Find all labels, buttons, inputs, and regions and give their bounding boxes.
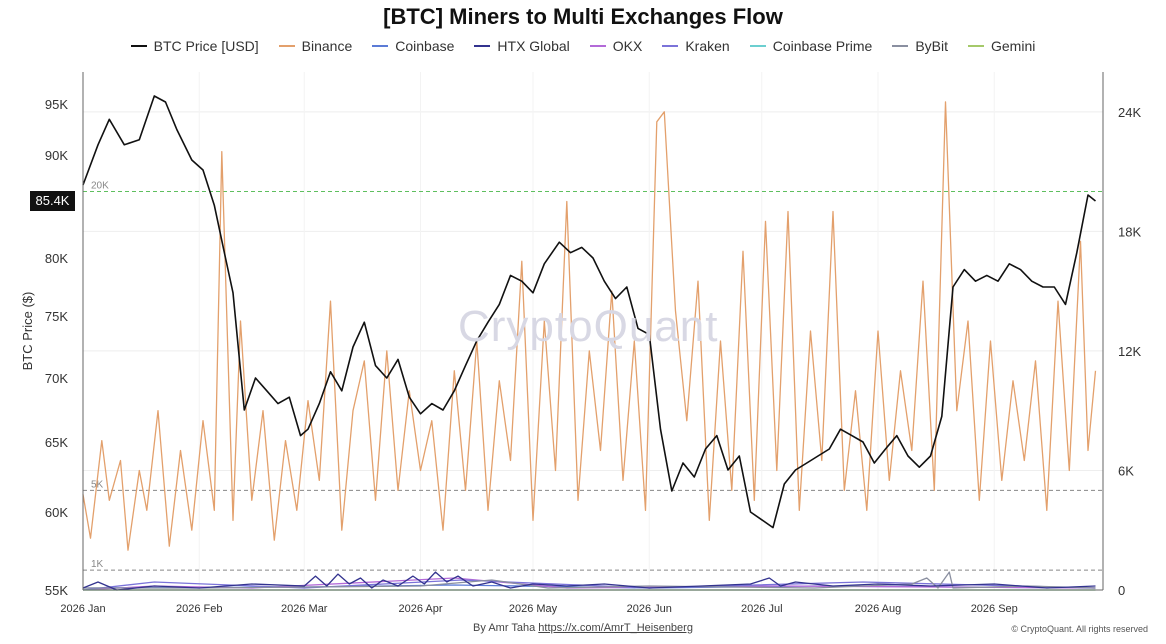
y-right-tick-label: 12K (1118, 344, 1141, 359)
x-tick-label: 2026 Jan (60, 603, 105, 615)
y-axis-title: BTC Price ($) (20, 292, 35, 371)
legend-label: Kraken (685, 38, 730, 54)
y-right-tick-label: 18K (1118, 224, 1141, 239)
byline-link[interactable]: https://x.com/AmrT_Heisenberg (538, 622, 693, 634)
x-tick-label: 2026 Mar (281, 603, 328, 615)
series-line-kraken (82, 579, 1096, 591)
watermark: CryptoQuant (458, 302, 719, 351)
x-tick-label: 2026 Sep (971, 603, 1018, 615)
legend-label: BTC Price [USD] (153, 38, 259, 54)
y-left-tick-label: 80K (45, 251, 68, 266)
x-tick-label: 2026 Jul (741, 603, 783, 615)
series-line-binance (82, 101, 1097, 551)
byline: By Amr Taha https://x.com/AmrT_Heisenber… (0, 622, 1166, 634)
legend-swatch (372, 45, 389, 47)
x-tick-label: 2026 Jun (627, 603, 672, 615)
legend-item[interactable]: ByBit (892, 38, 948, 54)
reference-label: 1K (91, 559, 104, 570)
legend-item[interactable]: Coinbase (372, 38, 454, 54)
legend: BTC Price [USD] Binance Coinbase HTX Global… (0, 38, 1166, 54)
legend-item[interactable]: Gemini (968, 38, 1035, 54)
legend-label: HTX Global (497, 38, 570, 54)
y-left-tick-label: 65K (45, 435, 68, 450)
legend-swatch (474, 45, 491, 47)
legend-item[interactable]: Kraken (662, 38, 730, 54)
legend-item[interactable]: HTX Global (474, 38, 570, 54)
chart-title: [BTC] Miners to Multi Exchanges Flow (383, 4, 783, 29)
x-tick-label: 2026 Apr (398, 603, 442, 615)
copyright: © CryptoQuant. All rights reserved (1011, 624, 1148, 634)
y-right-tick-label: 6K (1118, 463, 1134, 478)
y-left-tick-label: 60K (45, 505, 68, 520)
x-tick-label: 2026 Aug (855, 603, 902, 615)
legend-label: Coinbase Prime (772, 38, 873, 54)
legend-item[interactable]: BTC Price [USD] (130, 38, 259, 54)
y-left-tick-label: 90K (45, 148, 68, 163)
series-line-htx-global (82, 571, 1096, 591)
x-tick-label: 2026 Feb (176, 603, 222, 615)
y-left-tick-label: 55K (45, 583, 68, 598)
y-right-tick-label: 24K (1118, 105, 1141, 120)
legend-swatch (589, 45, 606, 47)
legend-label: ByBit (915, 38, 948, 54)
legend-label: Binance (301, 38, 353, 54)
y-left-tick-label: 75K (45, 309, 68, 324)
legend-label: Gemini (991, 38, 1036, 54)
reference-label: 20K (91, 181, 109, 192)
legend-item[interactable]: OKX (589, 38, 643, 54)
current-price-label: 85.4K (30, 191, 75, 211)
axes: 55K 60K 65K 70K 75K 80K 90K 95K 0 6K 12K 18K 24K 2026… (20, 72, 1141, 615)
legend-swatch (892, 45, 909, 47)
legend-label: Coinbase (395, 38, 455, 54)
byline-author: By Amr Taha (473, 622, 536, 634)
legend-swatch (749, 45, 766, 47)
legend-swatch (968, 45, 984, 47)
y-right-tick-label: 0 (1118, 583, 1125, 598)
legend-label: OKX (612, 38, 643, 54)
legend-swatch (278, 45, 295, 47)
legend-swatch (130, 45, 147, 47)
y-left-tick-label: 95K (45, 97, 68, 112)
x-tick-label: 2026 May (509, 603, 558, 615)
y-left-tick-label: 70K (45, 371, 68, 386)
series-line-btc-price-usd- (82, 95, 1096, 529)
legend-item[interactable]: Coinbase Prime (749, 38, 873, 54)
legend-item[interactable]: Binance (278, 38, 353, 54)
legend-swatch (662, 45, 679, 47)
